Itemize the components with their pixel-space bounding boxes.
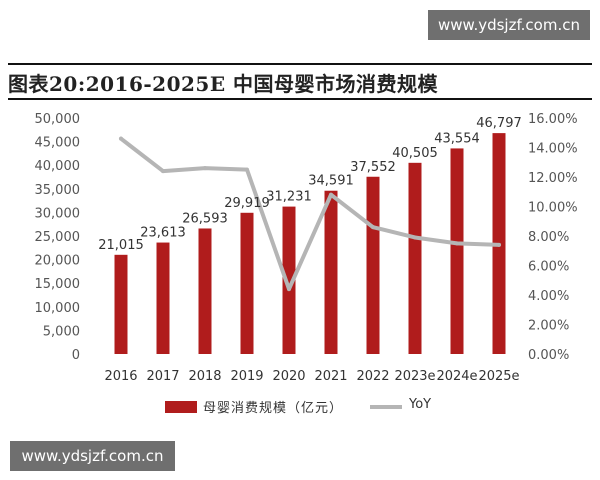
yoy-point bbox=[161, 169, 165, 174]
bar-value-label: 34,591 bbox=[308, 174, 354, 189]
yoy-point bbox=[287, 287, 291, 292]
bar-value-label: 23,613 bbox=[140, 226, 186, 241]
y-right-tick-label: 10.00% bbox=[528, 201, 578, 216]
y-right-tick-label: 14.00% bbox=[528, 142, 578, 157]
x-tick-label: 2016 bbox=[104, 369, 137, 384]
x-tick-label: 2021 bbox=[314, 369, 347, 384]
y-left-tick-label: 35,000 bbox=[35, 183, 81, 198]
bar bbox=[114, 254, 128, 354]
bar bbox=[324, 190, 338, 354]
yoy-line bbox=[119, 136, 501, 292]
x-tick-label: 2019 bbox=[230, 369, 263, 384]
y-left-tick-label: 40,000 bbox=[35, 159, 81, 174]
yoy-point bbox=[329, 192, 333, 197]
watermark-bottom: www.ydsjzf.com.cn bbox=[10, 441, 175, 471]
yoy-point bbox=[497, 242, 501, 247]
bar-value-label: 26,593 bbox=[182, 211, 228, 226]
yoy-point bbox=[245, 167, 249, 172]
chart-title: 图表20:2016-2025E 中国母婴市场消费规模 bbox=[8, 72, 439, 96]
yoy-point bbox=[455, 241, 459, 246]
yoy-point bbox=[203, 166, 207, 171]
bar bbox=[282, 206, 296, 354]
x-tick-label: 2024e bbox=[436, 369, 477, 384]
yoy-point bbox=[413, 235, 417, 240]
y-right-tick-label: 12.00% bbox=[528, 171, 578, 186]
y-right-tick-label: 8.00% bbox=[528, 230, 569, 245]
y-right-tick-label: 2.00% bbox=[528, 319, 569, 334]
bar-value-label: 43,554 bbox=[434, 131, 480, 146]
legend-bar-label: 母婴消费规模（亿元） bbox=[203, 401, 344, 416]
x-tick-label: 2018 bbox=[188, 369, 221, 384]
x-tick-label: 2022 bbox=[356, 369, 389, 384]
bar-value-label: 46,797 bbox=[476, 116, 522, 131]
bar bbox=[366, 176, 380, 354]
yoy-point bbox=[119, 136, 123, 141]
y-left-tick-label: 10,000 bbox=[35, 301, 81, 316]
title-bottom-rule bbox=[8, 98, 592, 100]
watermark-top: www.ydsjzf.com.cn bbox=[428, 10, 590, 40]
x-tick-label: 2025e bbox=[478, 369, 519, 384]
y-left-tick-label: 15,000 bbox=[35, 277, 81, 292]
bar-value-label: 31,231 bbox=[266, 190, 312, 205]
chart-canvas: 0 5,000 10,000 15,000 20,000 25,000 30,000 35,0… bbox=[35, 112, 578, 384]
y-right-tick-label: 16.00% bbox=[528, 112, 578, 127]
bar bbox=[240, 212, 254, 354]
bar-value-label: 40,505 bbox=[392, 146, 438, 161]
y-left-tick-label: 20,000 bbox=[35, 254, 81, 269]
y-left-tick-label: 30,000 bbox=[35, 206, 81, 221]
x-tick-label: 2020 bbox=[272, 369, 305, 384]
y-right-tick-label: 0.00% bbox=[528, 348, 569, 363]
yoy-point bbox=[371, 225, 375, 230]
legend-bar-swatch bbox=[165, 401, 197, 413]
x-tick-label: 2017 bbox=[146, 369, 179, 384]
title-top-rule bbox=[8, 63, 592, 65]
y-left-tick-label: 5,000 bbox=[43, 324, 80, 339]
y-left-tick-label: 50,000 bbox=[35, 112, 81, 127]
bar bbox=[156, 242, 170, 354]
chart-legend: 母婴消费规模（亿元） YoY bbox=[165, 397, 485, 417]
y-right-tick-label: 4.00% bbox=[528, 289, 569, 304]
legend-line-label: YoY bbox=[409, 397, 432, 412]
legend-line-swatch bbox=[370, 405, 402, 409]
y-left-tick-label: 25,000 bbox=[35, 230, 81, 245]
bar bbox=[408, 162, 422, 354]
bar-value-label: 29,919 bbox=[224, 196, 270, 211]
y-left-tick-label: 0 bbox=[72, 348, 80, 363]
y-right-tick-label: 6.00% bbox=[528, 260, 569, 275]
bar bbox=[450, 148, 464, 354]
x-tick-label: 2023e bbox=[394, 369, 435, 384]
y-left-tick-label: 45,000 bbox=[35, 136, 81, 151]
bar bbox=[198, 228, 212, 354]
bar-value-label: 37,552 bbox=[350, 160, 396, 175]
bar-value-label: 21,015 bbox=[98, 238, 144, 253]
